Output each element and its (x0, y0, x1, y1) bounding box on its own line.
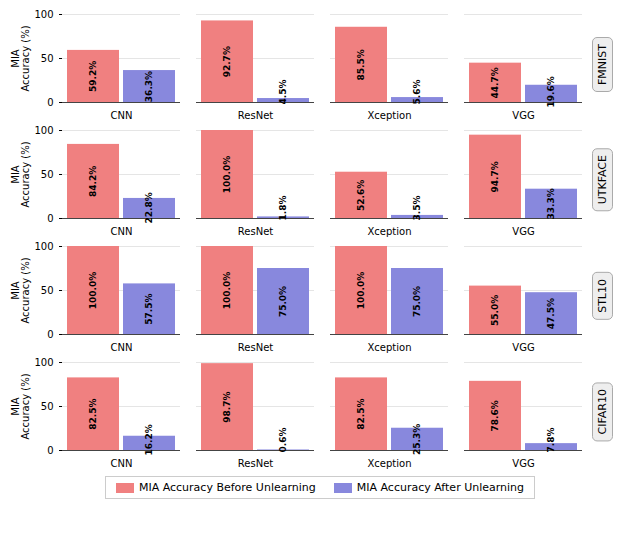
svg-text:MIAAccuracy (%): MIAAccuracy (%) (10, 25, 31, 91)
svg-text:22.8%: 22.8% (144, 192, 154, 223)
svg-text:59.2%: 59.2% (88, 61, 98, 92)
html-text:UTKFACE: UTKFACE (596, 155, 609, 205)
svg-text:CNN: CNN (111, 458, 133, 469)
svg-text:47.5%: 47.5% (546, 298, 556, 329)
svg-text:7.8%: 7.8% (546, 427, 556, 452)
svg-text:MIAAccuracy (%): MIAAccuracy (%) (10, 141, 31, 207)
svg-text:0: 0 (47, 445, 53, 456)
svg-text:100: 100 (34, 241, 53, 252)
svg-text:82.5%: 82.5% (356, 399, 366, 430)
svg-text:16.2%: 16.2% (144, 424, 154, 455)
svg-text:100: 100 (34, 357, 53, 368)
svg-text:Xception: Xception (367, 458, 411, 469)
svg-text:19.6%: 19.6% (546, 76, 556, 107)
svg-text:33.3%: 33.3% (546, 188, 556, 219)
svg-text:82.5%: 82.5% (88, 399, 98, 430)
svg-text:Xception: Xception (367, 342, 411, 353)
svg-text:VGG: VGG (512, 458, 534, 469)
svg-text:VGG: VGG (512, 110, 534, 121)
html-text:MIA Accuracy Before Unlearning: MIA Accuracy Before Unlearning (138, 481, 316, 494)
svg-text:98.7%: 98.7% (222, 391, 232, 422)
svg-text:MIAAccuracy (%): MIAAccuracy (%) (10, 257, 31, 323)
svg-text:100.0%: 100.0% (356, 272, 366, 310)
svg-text:100: 100 (34, 125, 53, 136)
svg-text:CNN: CNN (111, 110, 133, 121)
svg-text:4.5%: 4.5% (278, 79, 288, 104)
svg-text:57.5%: 57.5% (144, 294, 154, 325)
svg-text:36.3%: 36.3% (144, 71, 154, 102)
svg-text:44.7%: 44.7% (490, 67, 500, 98)
svg-text:100.0%: 100.0% (222, 272, 232, 310)
svg-text:CNN: CNN (111, 342, 133, 353)
svg-text:VGG: VGG (512, 342, 534, 353)
svg-text:52.6%: 52.6% (356, 180, 366, 211)
svg-text:100.0%: 100.0% (88, 272, 98, 310)
svg-text:75.0%: 75.0% (278, 286, 288, 317)
svg-text:0: 0 (47, 329, 53, 340)
svg-text:ResNet: ResNet (238, 226, 273, 237)
svg-text:Xception: Xception (367, 110, 411, 121)
svg-text:0.6%: 0.6% (278, 427, 288, 452)
html-text:CIFAR10: CIFAR10 (596, 389, 609, 435)
svg-text:3.5%: 3.5% (412, 195, 422, 220)
svg-text:0: 0 (47, 213, 53, 224)
svg-text:VGG: VGG (512, 226, 534, 237)
svg-text:100: 100 (34, 9, 53, 20)
html-text:FMNIST: FMNIST (596, 43, 609, 85)
svg-text:84.2%: 84.2% (88, 166, 98, 197)
svg-text:50: 50 (41, 285, 54, 296)
html-text:STL10: STL10 (596, 279, 609, 313)
html-text:MIA Accuracy After Unlearning: MIA Accuracy After Unlearning (356, 481, 525, 494)
svg-text:ResNet: ResNet (238, 342, 273, 353)
svg-text:CNN: CNN (111, 226, 133, 237)
svg-text:5.6%: 5.6% (412, 79, 422, 104)
svg-text:50: 50 (41, 53, 54, 64)
svg-text:50: 50 (41, 401, 54, 412)
svg-text:0: 0 (47, 97, 53, 108)
svg-text:Xception: Xception (367, 226, 411, 237)
svg-text:MIAAccuracy (%): MIAAccuracy (%) (10, 373, 31, 439)
svg-text:92.7%: 92.7% (222, 46, 232, 77)
svg-text:100.0%: 100.0% (222, 156, 232, 194)
svg-text:1.8%: 1.8% (278, 195, 288, 220)
svg-text:25.3%: 25.3% (412, 424, 422, 455)
svg-text:94.7%: 94.7% (490, 161, 500, 192)
svg-text:75.0%: 75.0% (412, 286, 422, 317)
svg-text:78.6%: 78.6% (490, 400, 500, 431)
svg-text:ResNet: ResNet (238, 110, 273, 121)
svg-text:ResNet: ResNet (238, 458, 273, 469)
svg-text:85.5%: 85.5% (356, 49, 366, 80)
svg-text:50: 50 (41, 169, 54, 180)
svg-text:55.0%: 55.0% (490, 295, 500, 326)
